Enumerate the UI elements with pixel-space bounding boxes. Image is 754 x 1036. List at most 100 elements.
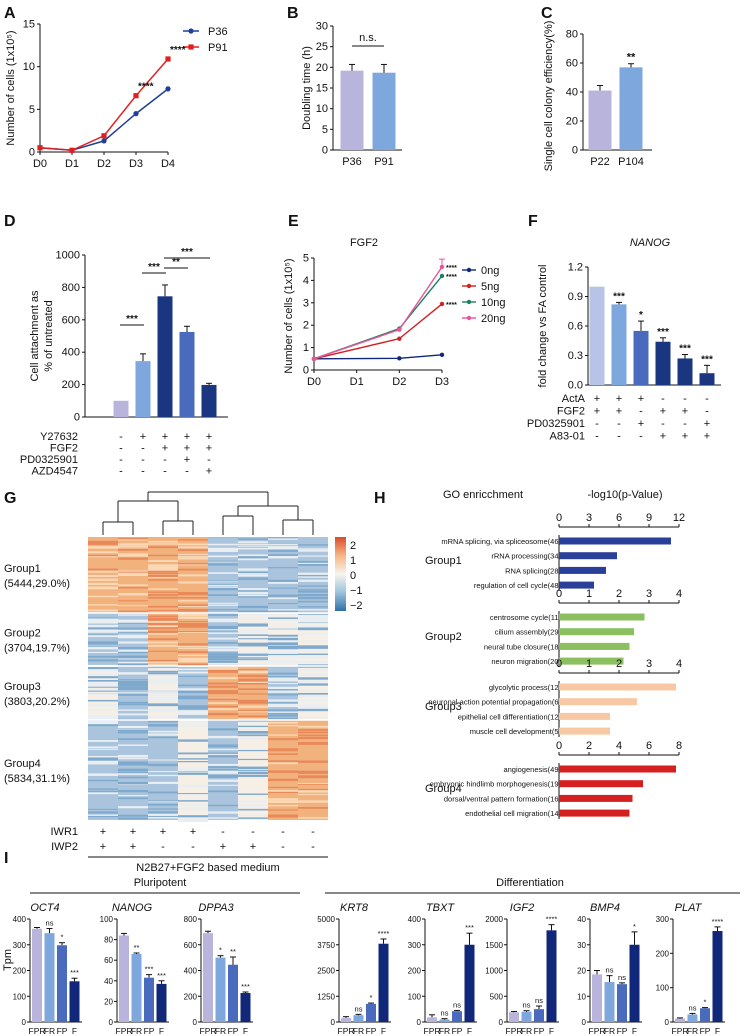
heatmap-stripe [238,728,268,731]
heatmap-stripe [238,618,268,620]
chart-d-y-tick-label: 800 [62,282,80,294]
heatmap-stripe [118,557,148,560]
chart-b-y-tick-label: 15 [316,83,328,95]
go-axis-tick-label: 3 [586,512,592,524]
heatmap-stripe [178,616,208,619]
heatmap-stripe [88,642,118,645]
heatmap-stripe [178,600,208,602]
panel-label-E: E [288,213,299,230]
heatmap-stripe [208,682,238,685]
heatmap-stripe [208,661,238,663]
chart-a-point-P36 [101,138,107,144]
heatmap-stripe [148,815,178,818]
heatmap-stripe [118,614,148,616]
gene-y-tick-label: 800 [184,915,198,924]
heatmap-stripe [148,659,178,662]
go-axis-tick-label: 4 [676,588,682,600]
go-axis-tick-label: 2 [586,740,592,752]
chart-d-sig-label: ** [172,257,180,268]
heatmap-stripe [268,655,298,658]
heatmap-stripe [178,543,208,545]
gene-annotation: ns [689,1003,697,1012]
heatmap-stripe [208,626,238,629]
heatmap-stripe [238,541,268,544]
heatmap-stripe [208,618,238,621]
gene-title-NANOG: NANOG [112,902,153,914]
heatmap-stripe [298,672,328,675]
chart-b-annotation: n.s. [359,32,377,44]
heatmap-colorbar-tick: 2 [350,540,356,552]
heatmap-stripe [208,774,238,777]
gene-x-tick-label: FR [353,1026,364,1036]
panel-label-G: G [4,490,16,507]
go-bar [559,613,645,621]
heatmap-stripe [238,688,268,691]
heatmap-stripe [238,749,268,752]
gene-x-tick-label: F [632,1026,637,1036]
heatmap-stripe [268,717,298,720]
heatmap-stripe [208,655,238,659]
heatmap-stripe [298,646,328,649]
gene-annotation: *** [241,982,250,991]
heatmap-stripe [238,616,268,618]
chart-f-condition-label: ActA [562,393,586,405]
heatmap-stripe [298,734,328,736]
chart-e-line-10ng [313,275,443,360]
heatmap-condition-sign: - [281,841,285,853]
heatmap-stripe [118,686,148,688]
heatmap-stripe [178,658,208,662]
heatmap-stripe [208,690,238,693]
heatmap-stripe [208,613,238,616]
heatmap-stripe [118,773,148,775]
gene-y-tick-label: 60 [104,956,113,965]
heatmap-stripe [148,697,178,700]
gene-bar-OCT4 [57,945,67,1022]
heatmap-stripe [268,800,298,803]
heatmap-condition-sign: - [161,841,165,853]
chart-b-bar [372,72,396,150]
heatmap-stripe [298,585,328,587]
heatmap-stripe [298,609,328,611]
heatmap-stripe [298,677,328,680]
gene-bar-PLAT [700,1008,710,1022]
heatmap-stripe [208,670,238,672]
heatmap-stripe [148,682,178,685]
chart-d-condition-sign: + [206,431,212,443]
chart-a-x-tick-label: D1 [65,158,79,170]
chart-c-y-tick-label: 20 [566,116,578,128]
heatmap-stripe [118,683,148,687]
heatmap-group-name: Group2 [4,628,41,640]
heatmap-stripe [268,750,298,752]
heatmap-stripe [298,560,328,564]
gene-y-tick-label: 300 [408,941,422,950]
heatmap-stripe [118,703,148,706]
go-bar [559,794,633,802]
heatmap-stripe [118,636,148,639]
heatmap-stripe [298,573,328,575]
heatmap-stripe [178,752,208,755]
gene-y-tick-label: 0 [582,1018,587,1027]
heatmap-stripe [118,649,148,652]
heatmap-stripe [148,678,178,681]
heatmap-stripe [178,803,208,806]
heatmap-stripe [178,659,208,662]
heatmap-stripe [208,632,238,634]
chart-e-legend-marker [466,315,472,321]
heatmap-stripe [208,628,238,630]
gene-x-tick-label: FR [131,1026,142,1036]
chart-e-title: FGF2 [350,237,378,249]
heatmap-stripe [208,580,238,582]
heatmap-stripe [268,619,298,622]
heatmap-stripe [178,784,208,788]
heatmap-stripe [268,645,298,648]
heatmap-stripe [298,649,328,652]
heatmap-group-count: (3803,20.2%) [4,696,70,708]
heatmap-stripe [268,734,298,736]
heatmap-stripe [298,699,328,701]
heatmap-stripe [178,631,208,633]
heatmap-stripe [118,634,148,638]
heatmap-stripe [298,627,328,631]
heatmap-stripe [298,760,328,763]
chart-c-bar [619,67,643,150]
chart-e-annotation: **** [446,302,457,309]
